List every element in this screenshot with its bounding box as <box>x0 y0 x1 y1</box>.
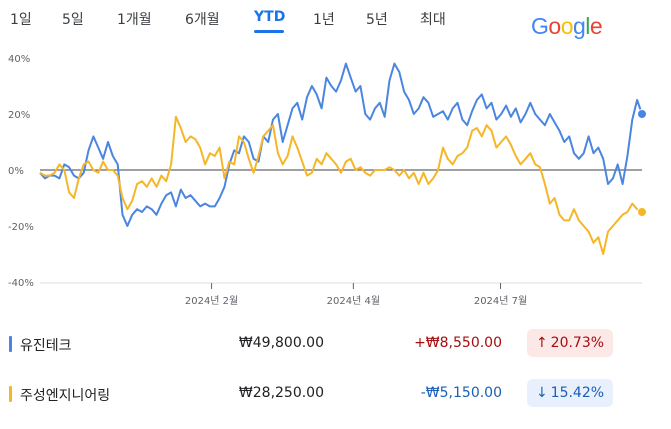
stock-name: 유진테크 <box>20 338 72 354</box>
tab-1m[interactable]: 1개월 <box>117 12 152 28</box>
logo-letter: o <box>560 13 574 39</box>
logo-letter: l <box>585 13 590 39</box>
logo-letter: G <box>531 13 549 39</box>
percent-value: 15.42% <box>550 385 605 401</box>
y-tick-label: 0% <box>8 166 24 177</box>
series-color-bar <box>9 336 12 352</box>
y-tick-label: 20% <box>8 110 30 121</box>
legend-row-eugene[interactable]: 유진테크 ₩49,800.00 +₩8,550.00 ↑ 20.73% <box>0 324 671 364</box>
tab-ytd[interactable]: YTD <box>254 9 286 25</box>
series-color-bar <box>9 386 12 402</box>
tab-6m[interactable]: 6개월 <box>185 12 220 28</box>
logo-letter: g <box>572 13 586 39</box>
series-line-1 <box>39 62 643 227</box>
series-line-2 <box>39 115 643 255</box>
tab-5y[interactable]: 5년 <box>366 12 388 28</box>
y-tick-label: -20% <box>8 222 34 233</box>
legend-row-jusung[interactable]: 주성엔지니어링 ₩28,250.00 -₩5,150.00 ↓ 15.42% <box>0 374 671 414</box>
logo-letter: e <box>589 13 603 39</box>
stock-price: ₩28,250.00 <box>238 385 324 401</box>
price-change: -₩5,150.00 <box>420 385 502 401</box>
series-endpoint-2 <box>637 207 647 217</box>
arrow-up-icon: ↑ <box>535 335 548 351</box>
tab-1d[interactable]: 1일 <box>10 12 32 28</box>
y-tick-label: -40% <box>8 278 34 289</box>
tab-5d[interactable]: 5일 <box>62 12 84 28</box>
percent-value: 20.73% <box>550 335 605 351</box>
x-tick-label: 2024년 7월 <box>474 295 527 307</box>
logo-letter: o <box>548 13 561 39</box>
arrow-down-icon: ↓ <box>535 385 548 401</box>
price-change: +₩8,550.00 <box>414 335 502 351</box>
google-logo: Google <box>531 13 603 40</box>
tab-1y[interactable]: 1년 <box>313 12 335 28</box>
series-endpoint-1 <box>637 109 647 119</box>
active-tab-indicator <box>254 30 284 33</box>
tab-max[interactable]: 최대 <box>420 12 446 28</box>
stock-price: ₩49,800.00 <box>238 335 324 351</box>
x-tick-label: 2024년 2월 <box>185 295 238 307</box>
comparison-line-chart: 40% 20% 0% -20% -40% 2024년 2월 2024년 4월 2024년 7월 <box>8 54 647 307</box>
stock-name: 주성엔지니어링 <box>20 388 111 404</box>
y-tick-label: 40% <box>8 54 30 65</box>
range-tabs: 1일 5일 1개월 6개월 YTD 1년 5년 최대 <box>0 0 520 40</box>
percent-change-badge: ↑ 20.73% <box>527 329 613 357</box>
x-tick-label: 2024년 4월 <box>327 295 380 307</box>
percent-change-badge: ↓ 15.42% <box>527 379 613 407</box>
